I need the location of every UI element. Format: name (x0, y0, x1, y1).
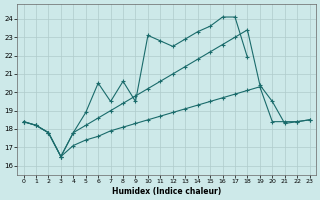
X-axis label: Humidex (Indice chaleur): Humidex (Indice chaleur) (112, 187, 221, 196)
